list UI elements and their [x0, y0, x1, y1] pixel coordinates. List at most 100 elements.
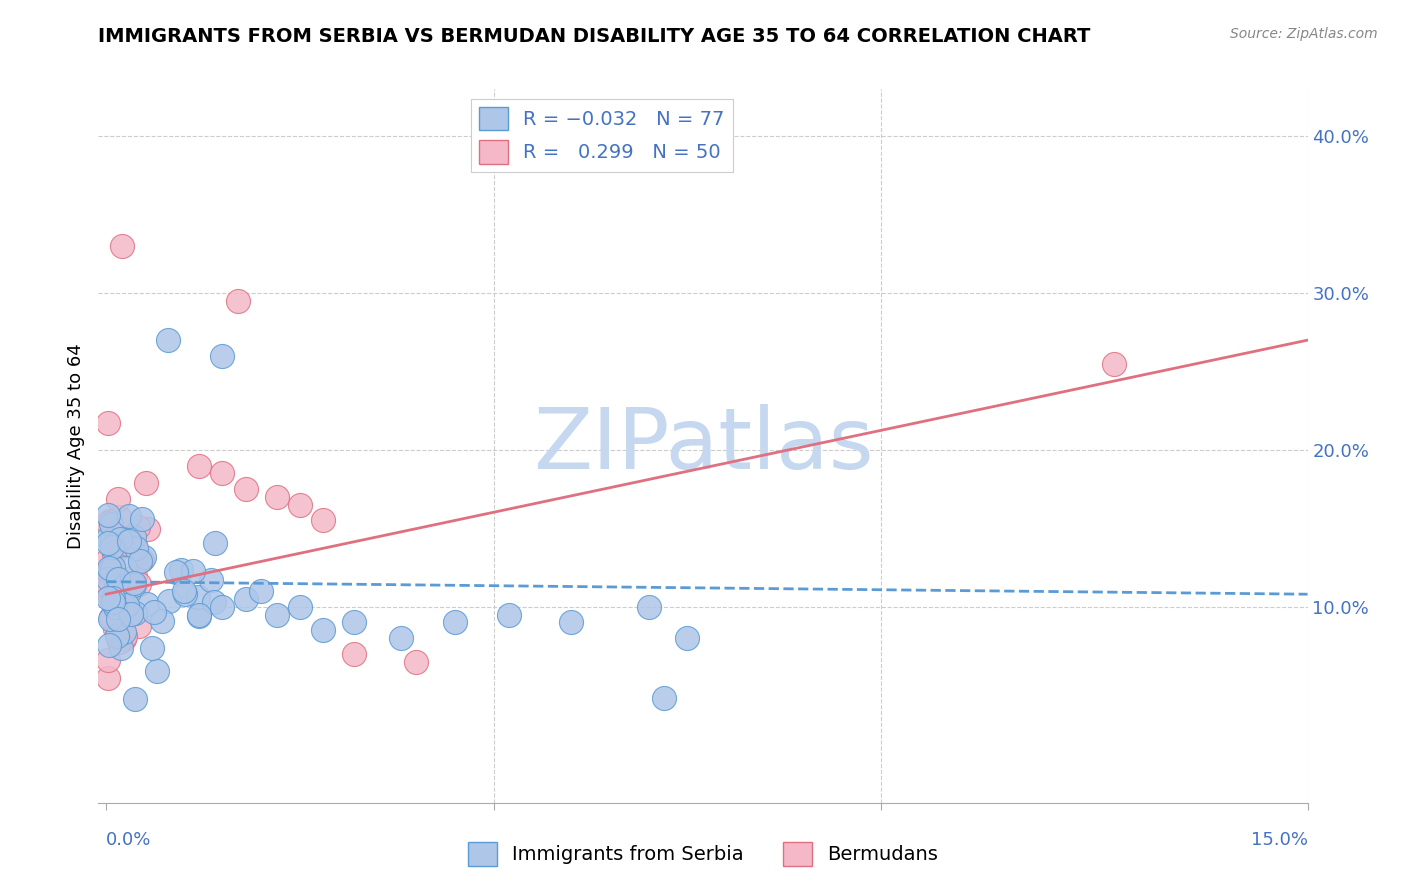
Point	[188, 607, 211, 622]
Point	[111, 239, 134, 253]
Point	[110, 533, 132, 547]
Point	[108, 597, 131, 611]
Point	[117, 599, 139, 613]
Point	[124, 539, 146, 553]
Point	[118, 584, 141, 599]
Point	[312, 514, 335, 528]
Point	[204, 594, 226, 608]
Point	[114, 560, 136, 574]
Point	[173, 584, 195, 599]
Point	[124, 691, 146, 706]
Point	[652, 690, 675, 705]
Point	[117, 508, 139, 523]
Legend: R = −0.032   N = 77, R =   0.299   N = 50: R = −0.032 N = 77, R = 0.299 N = 50	[471, 99, 733, 171]
Point	[107, 572, 129, 586]
Point	[98, 560, 121, 574]
Point	[200, 574, 222, 588]
Point	[120, 607, 142, 622]
Point	[103, 529, 125, 543]
Text: 0.0%: 0.0%	[107, 831, 152, 849]
Point	[174, 587, 197, 601]
Point	[115, 579, 138, 593]
Point	[100, 516, 122, 531]
Point	[105, 580, 128, 594]
Point	[97, 552, 120, 566]
Point	[637, 599, 659, 614]
Point	[107, 598, 129, 612]
Point	[103, 582, 125, 597]
Point	[100, 610, 122, 624]
Point	[118, 533, 141, 548]
Point	[124, 530, 146, 544]
Point	[266, 490, 288, 504]
Point	[97, 653, 120, 667]
Point	[97, 591, 120, 606]
Point	[104, 599, 127, 614]
Point	[187, 591, 209, 605]
Point	[97, 536, 120, 550]
Point	[135, 475, 157, 490]
Point	[124, 576, 146, 591]
Point	[103, 590, 125, 604]
Point	[101, 595, 124, 609]
Point	[124, 569, 146, 583]
Point	[120, 538, 142, 552]
Point	[128, 619, 150, 633]
Point	[98, 612, 121, 626]
Point	[498, 607, 520, 622]
Point	[131, 553, 153, 567]
Point	[104, 623, 127, 637]
Point	[101, 540, 124, 554]
Point	[1102, 357, 1125, 371]
Point	[134, 549, 156, 564]
Point	[343, 615, 366, 630]
Point	[165, 566, 187, 580]
Point	[112, 599, 135, 614]
Legend: Immigrants from Serbia, Bermudans: Immigrants from Serbia, Bermudans	[460, 834, 946, 873]
Point	[114, 602, 136, 616]
Point	[108, 509, 131, 524]
Point	[107, 586, 129, 600]
Point	[188, 608, 211, 623]
Point	[343, 647, 366, 661]
Point	[108, 635, 131, 649]
Point	[100, 561, 122, 575]
Point	[97, 531, 120, 545]
Text: Source: ZipAtlas.com: Source: ZipAtlas.com	[1230, 27, 1378, 41]
Point	[98, 639, 121, 653]
Point	[124, 606, 146, 620]
Point	[204, 536, 226, 550]
Point	[136, 597, 159, 611]
Point	[97, 671, 120, 685]
Point	[112, 625, 135, 640]
Point	[288, 498, 311, 512]
Point	[97, 417, 120, 431]
Point	[97, 573, 120, 587]
Point	[107, 492, 129, 507]
Point	[127, 520, 149, 534]
Point	[101, 533, 124, 548]
Point	[103, 571, 125, 585]
Text: IMMIGRANTS FROM SERBIA VS BERMUDAN DISABILITY AGE 35 TO 64 CORRELATION CHART: IMMIGRANTS FROM SERBIA VS BERMUDAN DISAB…	[98, 27, 1091, 45]
Text: 15.0%: 15.0%	[1250, 831, 1308, 849]
Point	[101, 587, 124, 601]
Point	[146, 664, 169, 678]
Point	[97, 516, 120, 531]
Point	[112, 632, 135, 647]
Point	[150, 614, 173, 628]
Point	[157, 333, 180, 347]
Point	[97, 508, 120, 522]
Point	[169, 563, 191, 577]
Point	[211, 349, 233, 363]
Point	[101, 560, 124, 574]
Point	[188, 458, 211, 473]
Point	[107, 611, 129, 625]
Point	[235, 591, 257, 606]
Point	[131, 511, 153, 525]
Point	[105, 579, 128, 593]
Point	[250, 584, 273, 599]
Point	[97, 582, 120, 596]
Point	[211, 599, 233, 614]
Point	[389, 631, 412, 645]
Point	[103, 548, 125, 562]
